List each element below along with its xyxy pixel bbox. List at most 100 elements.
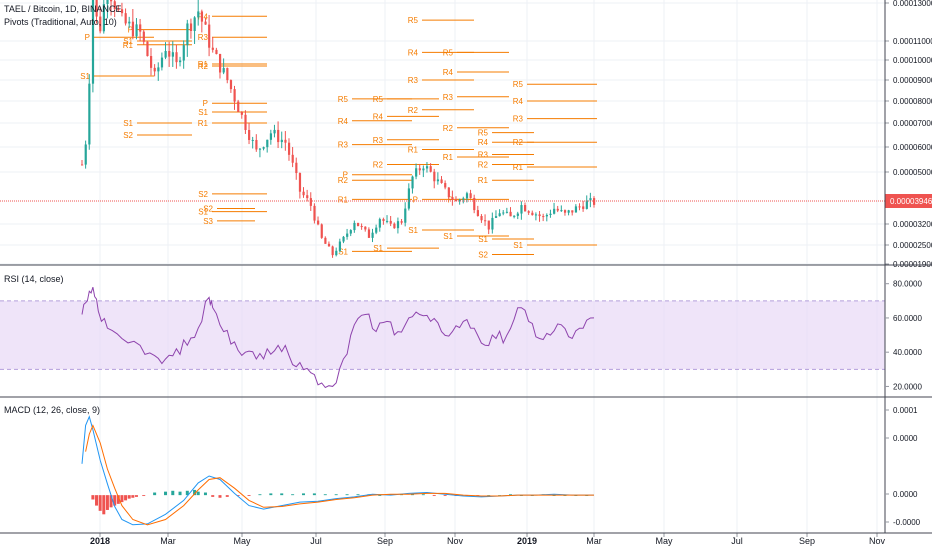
macd-histogram-bar <box>291 494 295 496</box>
macd-histogram-bar <box>164 491 168 496</box>
macd-histogram-bar <box>131 495 135 498</box>
pivot-level-label: S1 <box>478 235 488 244</box>
pivot-level-label: P <box>128 26 133 35</box>
rsi-axis-label: 80.0000 <box>893 280 922 289</box>
candle-body <box>527 211 530 213</box>
last-price-tag <box>885 194 932 208</box>
candle-body <box>396 221 400 229</box>
candle-body <box>284 139 287 143</box>
pivot-level-label: R1 <box>198 119 209 128</box>
candle-body <box>110 0 113 2</box>
macd-pane[interactable] <box>81 415 594 526</box>
pivot-level-label: R1 <box>478 176 489 185</box>
macd-histogram-bar <box>95 495 99 506</box>
pivot-level-label: S1 <box>373 244 383 253</box>
candle-body <box>436 179 440 182</box>
candle-body <box>186 23 189 46</box>
macd-histogram-bar <box>153 492 157 496</box>
rsi-line <box>81 286 595 389</box>
pivot-level-label: R1 <box>338 195 349 204</box>
candle-body <box>317 220 320 225</box>
pivot-level-label: R2 <box>338 176 349 185</box>
macd-histogram-bar <box>203 492 207 496</box>
price-pane[interactable]: PS1PR1S1S1S2R4R3R1R2PR1S1S2S1S2S3R5R4R3P… <box>0 0 885 260</box>
candle-body <box>280 139 283 143</box>
pivot-level-label: R2 <box>443 124 454 133</box>
candle-body <box>447 187 450 198</box>
candle-body <box>545 214 548 217</box>
candle-body <box>106 0 109 5</box>
pivot-level-label: R1 <box>198 60 209 69</box>
candle-body <box>193 17 196 31</box>
pivot-level-label: R1 <box>443 153 454 162</box>
rsi-axis-label: 20.0000 <box>893 382 922 391</box>
pivot-level-label: R4 <box>338 117 349 126</box>
price-axis-label: 0.00010000 <box>893 56 932 65</box>
candle-body <box>524 205 527 212</box>
candle-body <box>99 16 102 32</box>
candle-body <box>160 57 164 68</box>
pivot-level-label: S2 <box>198 190 208 199</box>
candle-body <box>164 50 167 58</box>
rsi-indicator-label: RSI (14, close) <box>4 274 64 284</box>
candle-body <box>113 1 116 10</box>
pivot-level-label: P <box>203 99 208 108</box>
candle-body <box>465 193 469 199</box>
candle-body <box>378 219 381 228</box>
candle-body <box>367 229 371 238</box>
candle-body <box>157 67 160 72</box>
candle-body <box>240 111 243 115</box>
candle-body <box>513 215 516 217</box>
pivot-level-label: P <box>448 195 453 204</box>
pivot-level-label: R3 <box>478 151 489 160</box>
candle-body <box>425 166 429 169</box>
candle-body <box>349 230 352 234</box>
macd-histogram-bar <box>236 495 240 497</box>
candle-body <box>484 220 487 222</box>
pivot-level-label: S1 <box>198 208 208 217</box>
candle-body <box>404 208 407 223</box>
candle-body <box>120 9 124 14</box>
candle-body <box>153 67 156 72</box>
pivot-level-label: R5 <box>373 95 384 104</box>
candle-body <box>560 210 563 212</box>
macd-histogram-bar <box>302 493 306 496</box>
candle-body <box>433 171 436 182</box>
candle-body <box>458 199 461 202</box>
candle-body <box>364 226 367 230</box>
candle-body <box>313 205 316 221</box>
time-axis-label: Mar <box>160 536 176 546</box>
pivot-level-label: R5 <box>338 95 349 104</box>
macd-histogram-bar <box>280 493 284 496</box>
candle-body <box>538 214 541 217</box>
price-axis-label: 0.00003200 <box>893 220 932 229</box>
candle-body <box>84 144 87 165</box>
candle-body <box>360 226 363 228</box>
macd-histogram-bar <box>91 495 95 500</box>
candle-body <box>494 216 498 218</box>
pivot-level-label: S1 <box>338 247 348 256</box>
candle-body <box>563 210 567 213</box>
candle-body <box>295 162 298 174</box>
pivot-level-label: R4 <box>478 138 489 147</box>
candle-body <box>451 197 454 200</box>
candle-body <box>571 210 574 213</box>
macd-histogram-bar <box>211 495 215 497</box>
candle-body <box>418 168 421 171</box>
pivot-level-label: R2 <box>198 62 209 71</box>
pivot-level-label: R4 <box>373 112 384 121</box>
candle-body <box>429 166 432 172</box>
macd-histogram-bar <box>109 495 113 508</box>
pivot-level-label: R1 <box>408 146 419 155</box>
candle-body <box>291 154 294 163</box>
rsi-pane[interactable] <box>0 286 885 389</box>
pivot-level-label: R5 <box>478 129 489 138</box>
pivot-level-label: R3 <box>338 141 349 150</box>
macd-histogram-bar <box>323 494 327 496</box>
time-axis-label: Sep <box>799 536 815 546</box>
candle-body <box>331 246 334 256</box>
pivot-level-label: S1 <box>408 226 418 235</box>
pivot-level-label: P <box>85 33 90 42</box>
pivot-level-label: R3 <box>408 76 419 85</box>
